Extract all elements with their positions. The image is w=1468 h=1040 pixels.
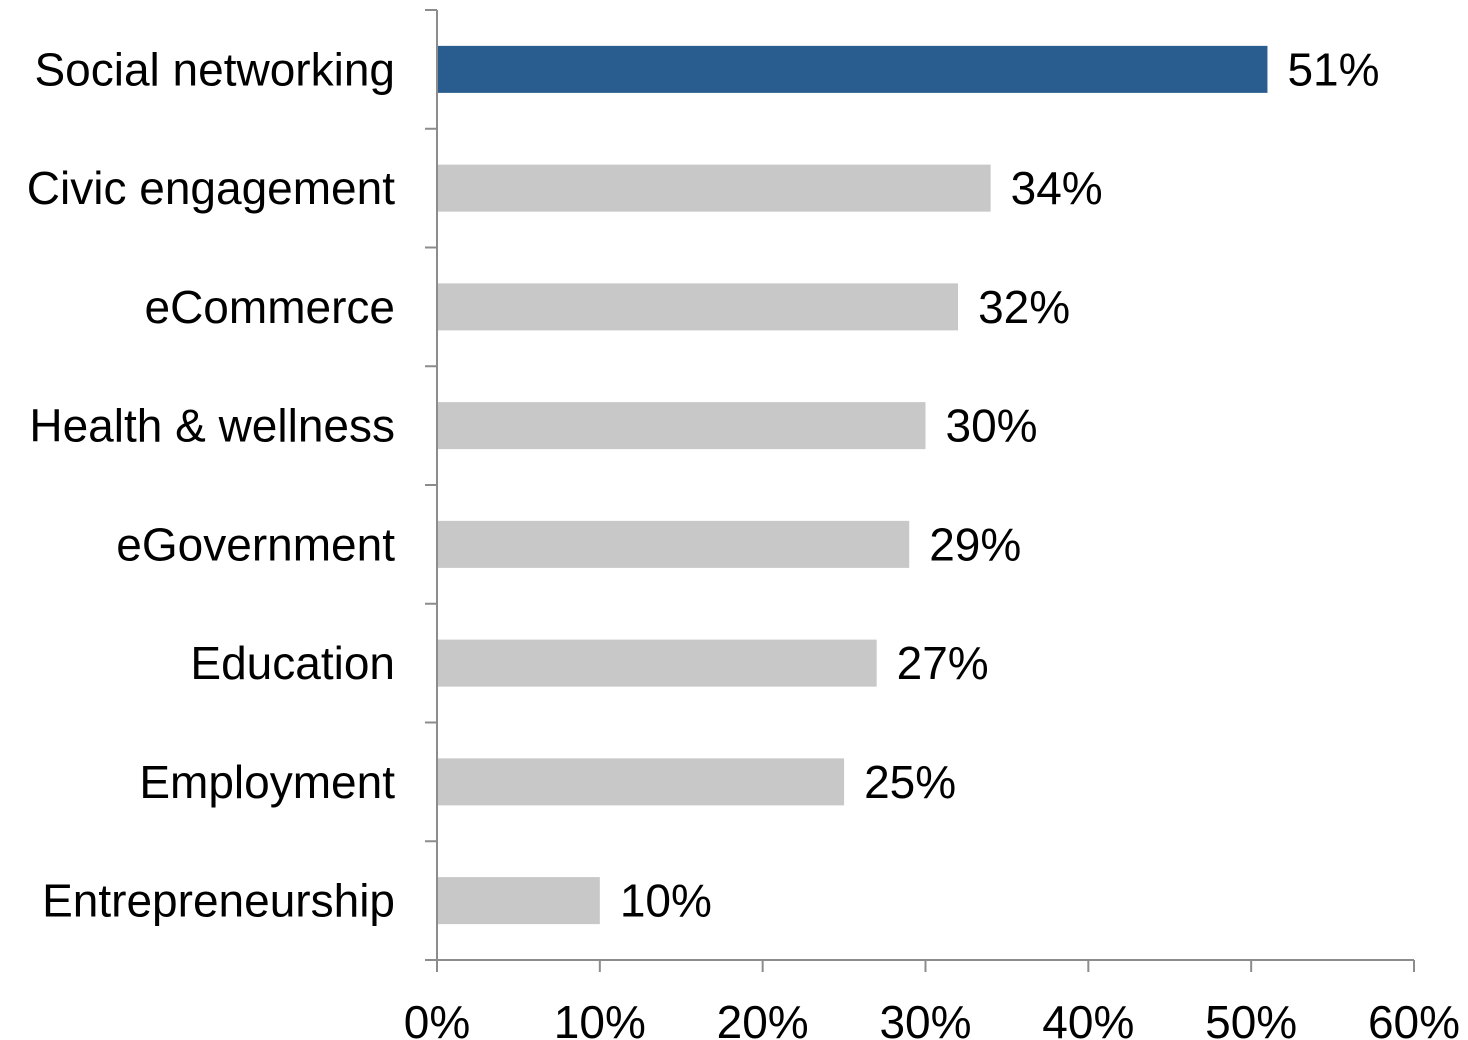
- data-label: 30%: [946, 400, 1038, 452]
- category-label: Civic engagement: [27, 162, 395, 214]
- category-label: Employment: [139, 756, 395, 808]
- axes-group: [425, 10, 1414, 961]
- bar-education: [437, 639, 877, 687]
- bar-egovernment: [437, 520, 910, 568]
- x-tick-label: 30%: [879, 996, 971, 1040]
- category-label: Education: [190, 637, 395, 689]
- data-label: 10%: [620, 875, 712, 927]
- x-tick-label: 0%: [404, 996, 470, 1040]
- labels-group: Social networking 51% Civic engagement 34% e…: [27, 43, 1460, 1040]
- ticks-group: [425, 9, 1415, 972]
- data-label: 34%: [1011, 162, 1103, 214]
- bar-entrepreneurship: [437, 877, 600, 925]
- data-label: 27%: [897, 637, 989, 689]
- data-label: 51%: [1287, 43, 1379, 95]
- category-label: Entrepreneurship: [42, 875, 395, 927]
- data-label: 32%: [978, 281, 1070, 333]
- bar-ecommerce: [437, 283, 959, 331]
- bar-employment: [437, 758, 845, 806]
- category-label: Social networking: [34, 43, 395, 95]
- category-label: eGovernment: [116, 518, 395, 570]
- category-label: Health & wellness: [29, 400, 395, 452]
- bars-group: [437, 45, 1268, 925]
- x-tick-label: 50%: [1205, 996, 1297, 1040]
- x-tick-label: 40%: [1042, 996, 1134, 1040]
- bar-civic-engagement: [437, 164, 991, 212]
- bar-social-networking: [437, 45, 1268, 93]
- bar-health-wellness: [437, 402, 926, 450]
- data-label: 29%: [929, 518, 1021, 570]
- category-label: eCommerce: [144, 281, 395, 333]
- x-tick-label: 20%: [717, 996, 809, 1040]
- data-label: 25%: [864, 756, 956, 808]
- x-tick-label: 60%: [1368, 996, 1460, 1040]
- x-tick-label: 10%: [554, 996, 646, 1040]
